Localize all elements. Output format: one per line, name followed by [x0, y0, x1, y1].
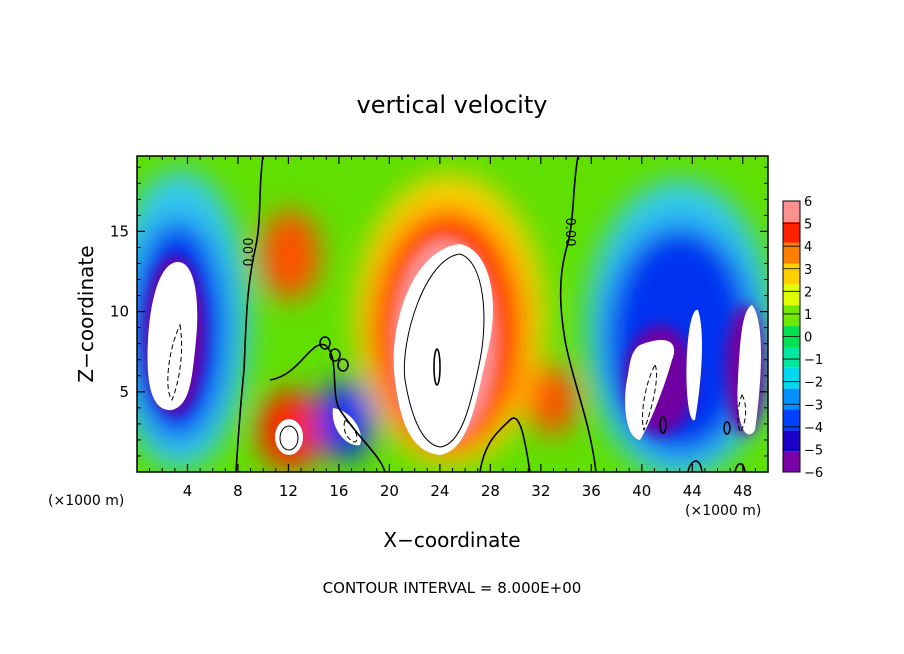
colorbar-segment	[783, 409, 800, 431]
negative-contour-mid	[343, 419, 358, 443]
x-unit-label-left: (×1000 m)	[48, 493, 124, 509]
colorbar-tick-label: 4	[804, 240, 812, 255]
contour-label-left: 0.00	[242, 238, 257, 267]
colorbar	[782, 200, 801, 473]
x-tick-label: 12	[279, 482, 298, 500]
contour-loop-right	[659, 416, 667, 434]
x-axis-label: X−coordinate	[383, 528, 520, 552]
colorbar-segment	[783, 305, 800, 327]
contour-interval-note: CONTOUR INTERVAL = 8.000E+00	[323, 579, 582, 597]
colorbar-tick-label: 2	[804, 285, 812, 300]
colorbar-segment	[783, 346, 800, 368]
colorbar-tick-label: −2	[804, 376, 823, 391]
x-tick-label: 32	[531, 482, 550, 500]
contour-lower	[479, 417, 531, 472]
colorbar-tick-label: 6	[804, 195, 812, 210]
colorbar-tick-label: 0	[804, 331, 812, 346]
colorbar-tick-label: −4	[804, 421, 823, 436]
colorbar-tick-label: 1	[804, 308, 812, 323]
contour-label-right: 0.00	[562, 218, 577, 247]
x-tick-label: 48	[733, 482, 752, 500]
contour-inner-lower-left	[279, 425, 299, 451]
contour-loop-3	[337, 358, 349, 372]
negative-contour-far-right	[737, 393, 747, 433]
x-tick-label: 20	[380, 482, 399, 500]
y-axis-tick-labels: 5 10 15	[110, 222, 129, 400]
x-tick-label: 4	[183, 482, 193, 500]
colorbar-segment	[783, 221, 800, 243]
colorbar-tick-label: −3	[804, 398, 823, 413]
colorbar-segment	[783, 430, 800, 452]
white-core-left	[147, 262, 198, 411]
x-axis-ticks	[149, 156, 756, 472]
contour-inner-center	[403, 253, 485, 448]
x-tick-label: 8	[233, 482, 243, 500]
colorbar-segment	[783, 242, 800, 264]
x-unit-label-right: (×1000 m)	[685, 503, 761, 519]
colorbar-labels: 6 5 4 3 2 1 0 −1 −2 −3 −4 −5 −6	[804, 195, 823, 481]
contour-right-small	[687, 460, 703, 472]
colorbar-segment	[783, 263, 800, 285]
contour-mid	[269, 343, 386, 472]
colorbar-tick-label: 3	[804, 263, 812, 278]
white-core-center	[393, 244, 493, 455]
contour-loop-1	[319, 336, 331, 350]
y-axis-label: Z−coordinate	[74, 245, 98, 382]
white-core-right-2	[686, 309, 702, 421]
colorbar-tick-label: −1	[804, 353, 823, 368]
colorbar-tick-label: −6	[804, 466, 823, 481]
negative-contour-right	[642, 363, 658, 432]
contour-loop-center	[433, 348, 441, 386]
warm-region-upper-left	[260, 210, 320, 300]
colorbar-tick-label: 5	[804, 218, 812, 233]
contour-loop-2	[329, 348, 341, 362]
contour-thin	[279, 253, 485, 451]
zero-contour-left	[235, 156, 264, 472]
contour-negative	[167, 323, 747, 443]
chart-title: vertical velocity	[357, 91, 548, 119]
x-tick-label: 16	[329, 482, 348, 500]
contour-loop-right-2	[723, 421, 731, 435]
zero-contour-right	[559, 156, 597, 472]
y-tick-label: 15	[110, 222, 129, 240]
colorbar-segment	[783, 367, 800, 389]
contour-lines	[235, 156, 746, 472]
colorbar-segment	[783, 451, 800, 472]
white-core-far-right	[737, 305, 761, 435]
x-tick-label: 36	[582, 482, 601, 500]
plot-area	[137, 156, 768, 472]
colorbar-segment	[783, 201, 800, 222]
warm-region-right	[527, 365, 577, 435]
negative-contour-left	[167, 323, 183, 401]
white-core-right	[625, 340, 675, 440]
x-tick-label: 28	[481, 482, 500, 500]
contour-right-small-2	[734, 462, 746, 472]
y-tick-label: 10	[110, 303, 129, 321]
x-tick-label: 40	[632, 482, 651, 500]
x-tick-label: 24	[430, 482, 449, 500]
y-axis-ticks	[137, 166, 768, 457]
y-tick-label: 5	[119, 383, 129, 401]
x-tick-label: 44	[683, 482, 702, 500]
x-axis-tick-labels: 4 8 12 16 20 24 28 32 36 40 44 48	[183, 482, 753, 500]
white-core-mid	[332, 408, 361, 446]
colorbar-segment	[783, 388, 800, 410]
colorbar-segment	[783, 284, 800, 306]
colorbar-tick-label: −5	[804, 443, 823, 458]
